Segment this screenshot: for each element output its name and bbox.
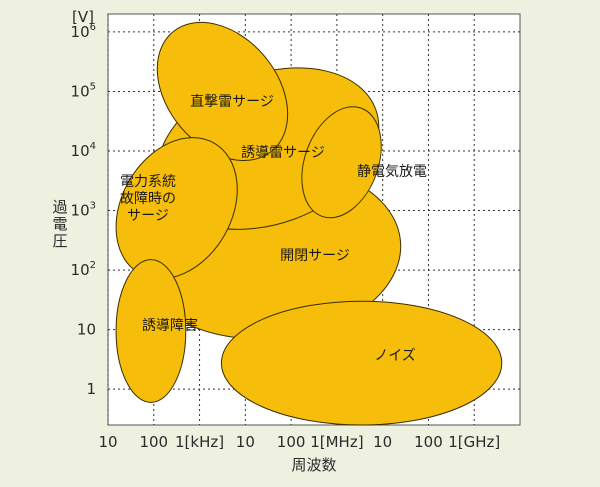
y-axis-title-char: 過	[52, 198, 67, 216]
y-tick-labels: 1 10 102 103 104 105 106	[71, 22, 96, 398]
x-tick-label: 1[MHz]	[310, 433, 363, 451]
y-tick-label: 103	[71, 201, 96, 220]
x-tick-label: 10	[98, 433, 117, 451]
x-tick-labels: 10 100 1[kHz] 10 100 1[MHz] 10 100 1[GHz]	[98, 433, 500, 451]
x-axis-title: 周波数	[291, 456, 336, 474]
region-label-inductive-interference: 誘導障害	[142, 318, 198, 334]
region-label-induced-lightning-surge: 誘導雷サージ	[241, 145, 325, 161]
x-tick-label: 100	[139, 433, 168, 451]
x-tick-label: 10	[373, 433, 392, 451]
y-tick-label: 102	[71, 260, 96, 279]
y-axis-title: 過電圧	[52, 198, 67, 250]
y-tick-label: 1	[86, 380, 96, 398]
y-tick-label: 106	[71, 22, 96, 41]
x-tick-label: 10	[236, 433, 255, 451]
region-inductive-interference	[115, 259, 187, 403]
y-tick-label: 104	[71, 141, 96, 160]
x-tick-label: 100	[277, 433, 306, 451]
y-unit-label: [V]	[72, 8, 94, 26]
region-label-direct-lightning-surge: 直撃雷サージ	[190, 93, 274, 110]
y-axis-title-char: 圧	[52, 232, 67, 250]
x-tick-label: 100	[414, 433, 443, 451]
x-tick-label: 1[GHz]	[448, 433, 500, 451]
region-label-noise: ノイズ	[374, 348, 416, 364]
y-tick-label: 105	[71, 81, 96, 100]
region-noise	[220, 300, 503, 426]
region-label-power-system-fault: 電力系統故障時のサージ	[120, 174, 176, 224]
region-direct-lightning-surge	[156, 21, 289, 161]
x-tick-label: 1[kHz]	[175, 433, 224, 451]
y-axis-title-char: 電	[52, 215, 67, 233]
y-tick-label: 10	[77, 321, 96, 339]
region-label-switching-surge: 開閉サージ	[280, 248, 350, 264]
region-electrostatic-discharge	[301, 106, 382, 219]
region-label-electrostatic-discharge: 静電気放電	[357, 164, 427, 180]
regions	[115, 21, 503, 426]
